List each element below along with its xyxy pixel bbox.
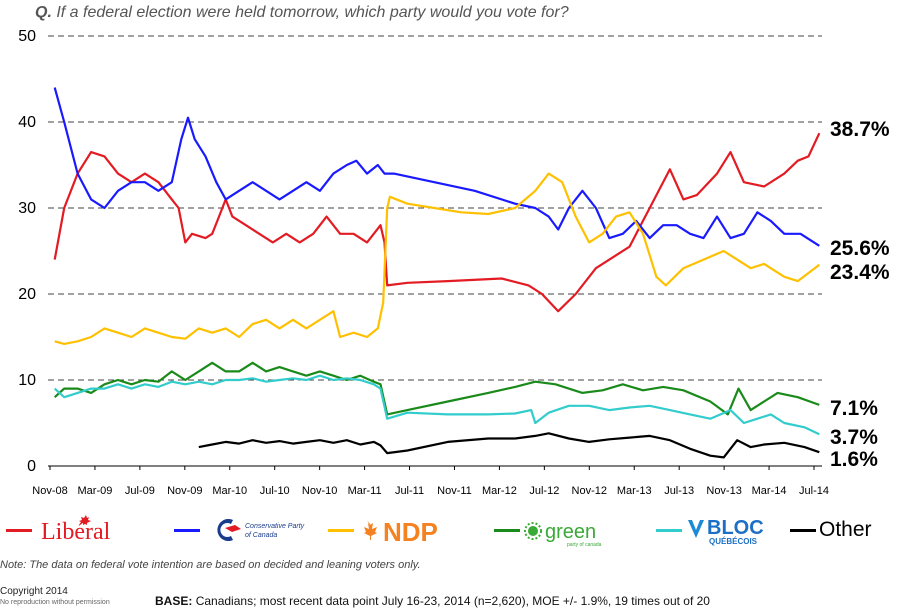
x-tick-label: Nov-12	[572, 485, 607, 497]
series-line-conservative	[53, 87, 820, 247]
x-tick-label: Nov-11	[437, 485, 472, 497]
y-tick-label: 0	[27, 458, 36, 475]
legend-item-liberal: Libéral	[6, 512, 119, 548]
x-tick-label: Nov-13	[706, 485, 741, 497]
y-tick-label: 30	[18, 200, 36, 217]
end-labels: 38.7% 25.6%23.4% 7.1% 3.7%1.6%	[830, 118, 890, 471]
maple-leaf-icon	[79, 515, 91, 525]
conservative-leaf-icon	[225, 525, 241, 532]
line-chart: 0 10 20 30 40 50 Nov-08 Mar-09 Jul-09 Nov-09 Mar-…	[18, 28, 890, 497]
green-wordmark: green	[545, 521, 596, 543]
liberal-logo: Libéral	[41, 515, 111, 545]
x-tick-label: Mar-10	[212, 485, 247, 497]
legend-item-ndp: NDP	[328, 512, 467, 548]
x-tick-label: Mar-13	[617, 485, 652, 497]
other-label: Other	[819, 518, 872, 541]
legend-line-liberal	[6, 528, 32, 532]
copyright: Copyright 2014 No reproduction without p…	[0, 586, 110, 608]
x-tick-label: Mar-12	[482, 485, 517, 497]
green-flower-icon	[528, 526, 538, 536]
series-line-other	[198, 432, 820, 459]
legend-line-conservative	[174, 528, 200, 532]
conservative-logo: Conservative Party of Canada	[217, 519, 305, 541]
y-axis: 0 10 20 30 40 50	[18, 28, 36, 475]
question-text: If a federal election were held tomorrow…	[56, 4, 569, 21]
series-lines	[53, 87, 821, 459]
x-tick-label: Mar-11	[348, 485, 382, 497]
gridlines	[48, 35, 822, 467]
bloc-sub-wordmark: QUÉBÉCOIS	[709, 537, 758, 546]
legend-item-green: green party of canada	[494, 512, 623, 548]
legend-item-conservative: Conservative Party of Canada	[174, 512, 307, 548]
ndp-logo: NDP	[364, 517, 438, 547]
question-prefix: Q.	[35, 4, 52, 21]
conservative-wordmark-line1: Conservative Party	[245, 523, 305, 530]
green-sub-wordmark: party of canada	[567, 542, 602, 548]
y-tick-label: 20	[18, 286, 36, 303]
bloc-logo: BLOC QUÉBÉCOIS	[688, 517, 764, 546]
bloc-wordmark: BLOC	[707, 517, 764, 539]
end-label-liberal: 38.7%	[830, 118, 890, 141]
series-line-green	[53, 361, 820, 416]
bloc-v-icon	[688, 520, 704, 538]
end-label-conservative: 25.6%	[830, 237, 890, 260]
x-tick-label: Jul-11	[395, 485, 424, 497]
conservative-wordmark-line2: of Canada	[245, 532, 277, 539]
x-tick-label: Jul-10	[260, 485, 290, 497]
end-label-green: 7.1%	[830, 397, 878, 420]
footnote: Note: The data on federal vote intention…	[0, 559, 421, 571]
base-label: BASE:	[155, 594, 193, 608]
liberal-wordmark: Libéral	[41, 519, 111, 545]
x-tick-label: Nov-10	[302, 485, 337, 497]
legend-line-green	[494, 528, 520, 532]
series-line-bloc	[53, 374, 820, 436]
y-tick-label: 40	[18, 114, 36, 131]
x-tick-label: Nov-08	[32, 485, 67, 497]
end-label-bloc: 3.7%	[830, 426, 878, 449]
x-tick-label: Jul-14	[799, 485, 829, 497]
green-flower-petals-icon	[524, 522, 542, 540]
base-note: BASE: Canadians; most recent data point …	[155, 594, 710, 608]
green-logo: green party of canada	[524, 521, 602, 548]
end-label-ndp: 23.4%	[830, 261, 890, 284]
x-tick-label: Jul-09	[125, 485, 155, 497]
legend-item-bloc: BLOC QUÉBÉCOIS	[656, 512, 785, 548]
x-tick-label: Mar-14	[752, 485, 787, 497]
x-tick-label: Jul-13	[664, 485, 694, 497]
ndp-leaf-icon	[364, 520, 377, 540]
legend-item-other: Other	[790, 512, 872, 548]
series-line-liberal	[53, 132, 821, 313]
x-tick-label: Nov-09	[167, 485, 202, 497]
x-tick-label: Jul-12	[529, 485, 559, 497]
copyright-line2: No reproduction without permission	[0, 599, 110, 606]
legend-line-other	[790, 528, 816, 532]
legend: Libéral Conservative Party of Canada NDP…	[0, 512, 902, 548]
x-tick-label: Mar-09	[78, 485, 113, 497]
conservative-c-icon	[217, 519, 233, 541]
legend-line-bloc	[656, 528, 682, 532]
x-axis: Nov-08 Mar-09 Jul-09 Nov-09 Mar-10 Jul-10 Nov-…	[32, 466, 829, 497]
copyright-line1: Copyright 2014	[0, 586, 68, 597]
base-text: Canadians; most recent data point July 1…	[195, 594, 710, 608]
series-line-ndp	[54, 172, 820, 345]
ndp-wordmark: NDP	[383, 517, 438, 547]
end-label-other: 1.6%	[830, 448, 878, 471]
legend-line-ndp	[328, 528, 354, 532]
y-tick-label: 10	[18, 372, 36, 389]
y-tick-label: 50	[18, 28, 36, 45]
chart-question: Q. If a federal election were held tomor…	[35, 4, 569, 22]
